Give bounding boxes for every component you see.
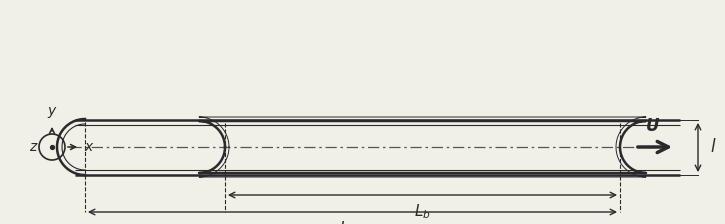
Text: $L_b$: $L_b$ (414, 202, 431, 221)
Text: $L_{UC}$: $L_{UC}$ (339, 219, 365, 224)
Text: $x$: $x$ (84, 140, 95, 154)
Text: $l$: $l$ (710, 138, 716, 156)
Text: $y$: $y$ (46, 105, 57, 120)
Text: $\boldsymbol{U}$: $\boldsymbol{U}$ (645, 117, 660, 135)
Text: $z$: $z$ (29, 140, 39, 154)
